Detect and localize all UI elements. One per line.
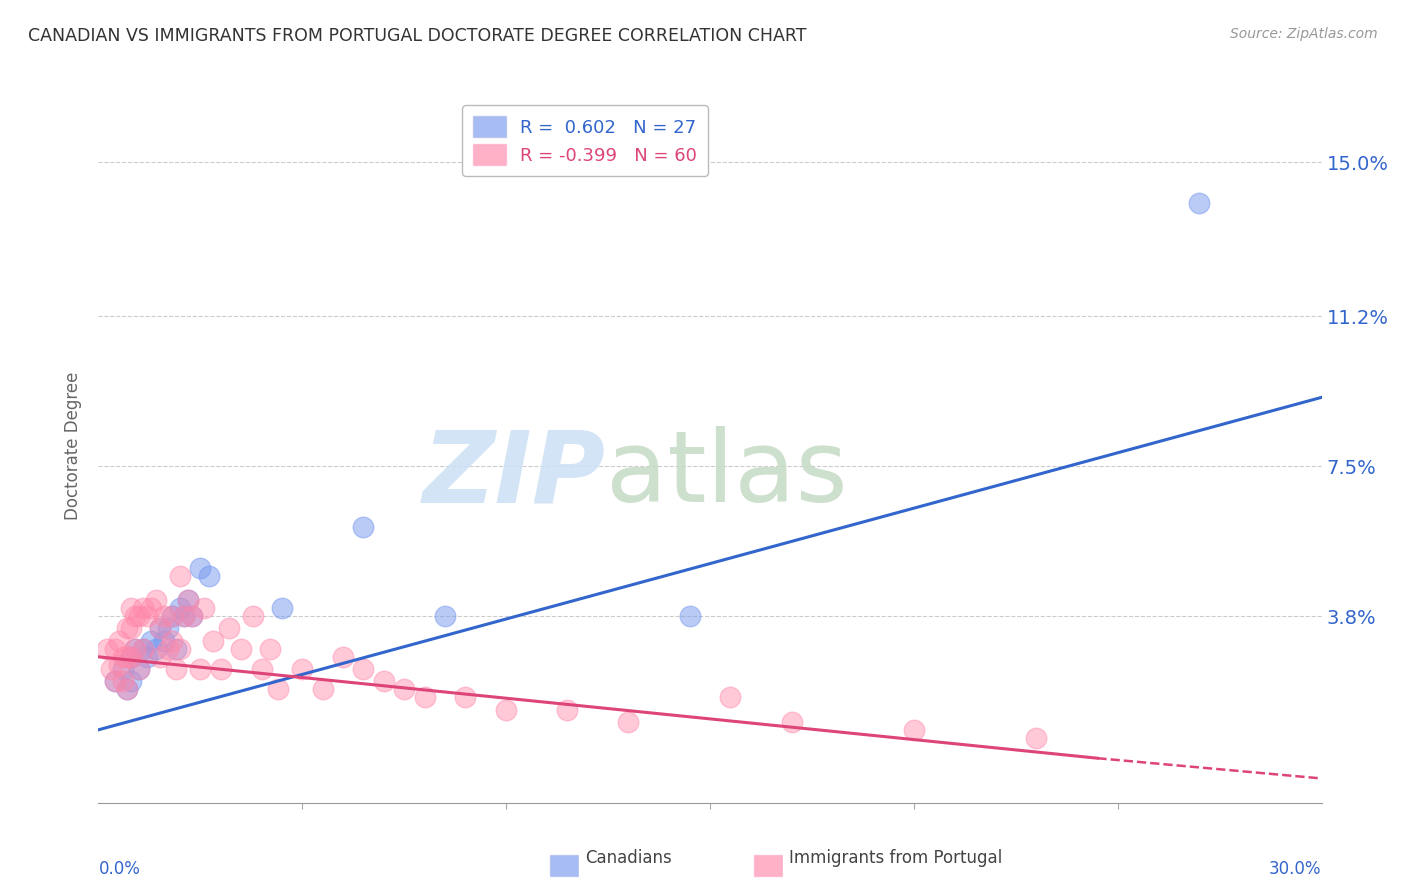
Point <box>156 622 179 636</box>
Point <box>136 609 159 624</box>
Point <box>111 662 134 676</box>
Point <box>197 568 219 582</box>
Point <box>128 662 150 676</box>
Point <box>149 649 172 664</box>
Point <box>312 682 335 697</box>
Point <box>193 601 215 615</box>
Point <box>141 601 163 615</box>
Point <box>124 609 146 624</box>
Text: 0.0%: 0.0% <box>98 860 141 878</box>
Point <box>104 674 127 689</box>
Point <box>1188 195 1211 210</box>
Point <box>259 641 281 656</box>
Point <box>115 649 138 664</box>
Point <box>413 690 436 705</box>
Point <box>169 601 191 615</box>
Point <box>108 657 131 672</box>
Point <box>111 649 134 664</box>
Point <box>141 633 163 648</box>
Text: atlas: atlas <box>606 426 848 523</box>
Point <box>128 609 150 624</box>
Point <box>231 641 253 656</box>
Point <box>270 601 294 615</box>
Point <box>145 593 167 607</box>
Point <box>120 601 142 615</box>
Point <box>100 662 122 676</box>
Legend: R =  0.602   N = 27, R = -0.399   N = 60: R = 0.602 N = 27, R = -0.399 N = 60 <box>463 105 707 176</box>
Point <box>149 622 172 636</box>
Point <box>132 601 155 615</box>
Point <box>177 593 200 607</box>
Point <box>124 641 146 656</box>
Point <box>242 609 264 624</box>
Point <box>780 714 803 729</box>
Point <box>108 633 131 648</box>
Point <box>152 633 174 648</box>
Point <box>454 690 477 705</box>
Point <box>173 609 195 624</box>
Point <box>291 662 314 676</box>
Point <box>124 641 146 656</box>
Point <box>96 641 118 656</box>
Point <box>209 662 232 676</box>
Point <box>373 674 395 689</box>
Point <box>1025 731 1047 745</box>
Point <box>145 641 167 656</box>
Point <box>115 622 138 636</box>
Point <box>104 674 127 689</box>
Point <box>160 609 183 624</box>
Point <box>115 682 138 697</box>
Point <box>156 641 179 656</box>
Point <box>201 633 224 648</box>
Bar <box>754 855 782 876</box>
Point <box>160 633 183 648</box>
Bar <box>550 855 578 876</box>
Y-axis label: Doctorate Degree: Doctorate Degree <box>65 372 83 520</box>
Point <box>132 641 155 656</box>
Point <box>679 609 702 624</box>
Point <box>720 690 742 705</box>
Point <box>392 682 416 697</box>
Point <box>267 682 290 697</box>
Point <box>165 641 187 656</box>
Point <box>617 714 640 729</box>
Point <box>120 649 142 664</box>
Text: 30.0%: 30.0% <box>1270 860 1322 878</box>
Point <box>352 520 374 534</box>
Point <box>177 593 200 607</box>
Text: Canadians: Canadians <box>585 849 672 867</box>
Point <box>169 641 191 656</box>
Text: CANADIAN VS IMMIGRANTS FROM PORTUGAL DOCTORATE DEGREE CORRELATION CHART: CANADIAN VS IMMIGRANTS FROM PORTUGAL DOC… <box>28 27 807 45</box>
Point <box>250 662 273 676</box>
Point <box>115 682 138 697</box>
Text: ZIP: ZIP <box>423 426 606 523</box>
Point <box>169 568 191 582</box>
Point <box>149 622 172 636</box>
Point <box>188 560 212 574</box>
Point <box>173 609 195 624</box>
Point <box>188 662 212 676</box>
Point <box>160 609 183 624</box>
Point <box>332 649 354 664</box>
Point <box>120 622 142 636</box>
Point <box>165 662 187 676</box>
Text: Source: ZipAtlas.com: Source: ZipAtlas.com <box>1230 27 1378 41</box>
Point <box>136 649 159 664</box>
Point <box>434 609 457 624</box>
Point <box>132 641 155 656</box>
Point <box>152 609 174 624</box>
Point <box>120 649 142 664</box>
Point <box>495 702 517 716</box>
Point <box>120 674 142 689</box>
Point <box>903 723 925 737</box>
Point <box>218 622 240 636</box>
Text: Immigrants from Portugal: Immigrants from Portugal <box>789 849 1002 867</box>
Point <box>181 609 204 624</box>
Point <box>128 662 150 676</box>
Point <box>181 609 204 624</box>
Point <box>111 674 134 689</box>
Point <box>352 662 374 676</box>
Point <box>104 641 127 656</box>
Point <box>557 702 579 716</box>
